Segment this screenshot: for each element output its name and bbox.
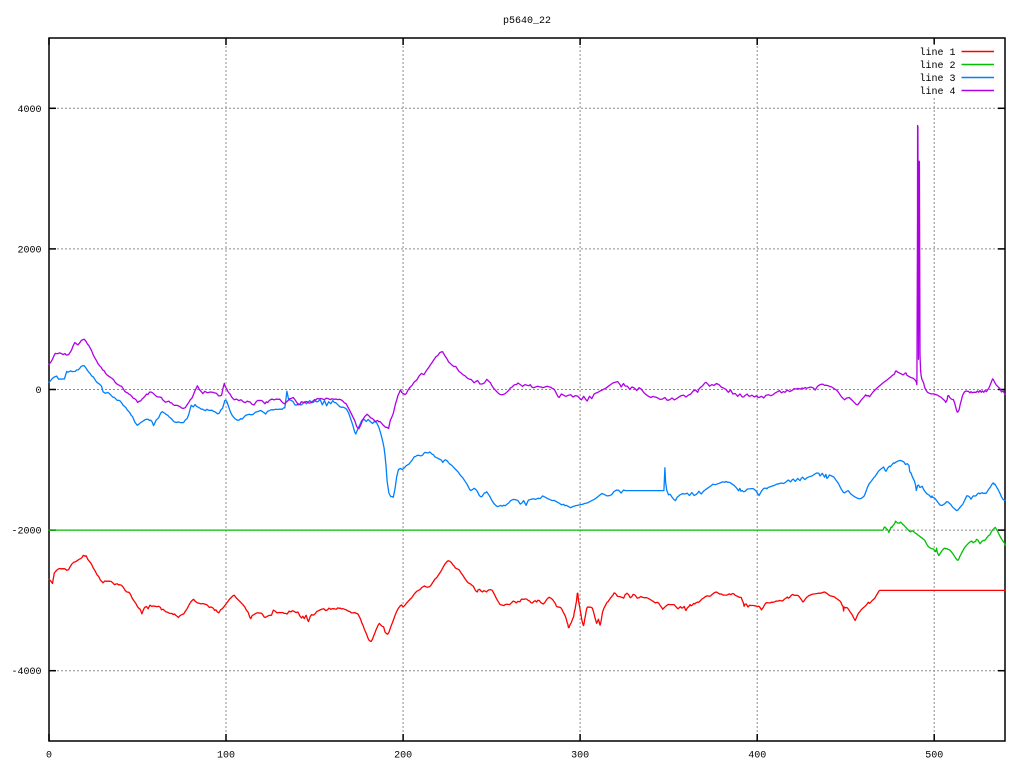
svg-text:line 4: line 4 (919, 86, 955, 98)
svg-text:0: 0 (35, 386, 41, 397)
svg-text:line 2: line 2 (919, 60, 955, 72)
svg-text:p5640_22: p5640_22 (503, 16, 551, 27)
svg-text:4000: 4000 (17, 105, 41, 116)
svg-text:200: 200 (394, 751, 412, 762)
svg-text:-2000: -2000 (11, 527, 41, 538)
svg-text:line 1: line 1 (919, 47, 955, 59)
svg-text:400: 400 (748, 751, 766, 762)
svg-text:line 3: line 3 (919, 73, 955, 85)
svg-text:2000: 2000 (17, 245, 41, 256)
svg-text:-4000: -4000 (11, 667, 41, 678)
svg-text:0: 0 (46, 751, 52, 762)
svg-text:100: 100 (217, 751, 235, 762)
svg-text:300: 300 (571, 751, 589, 762)
svg-text:500: 500 (925, 751, 943, 762)
